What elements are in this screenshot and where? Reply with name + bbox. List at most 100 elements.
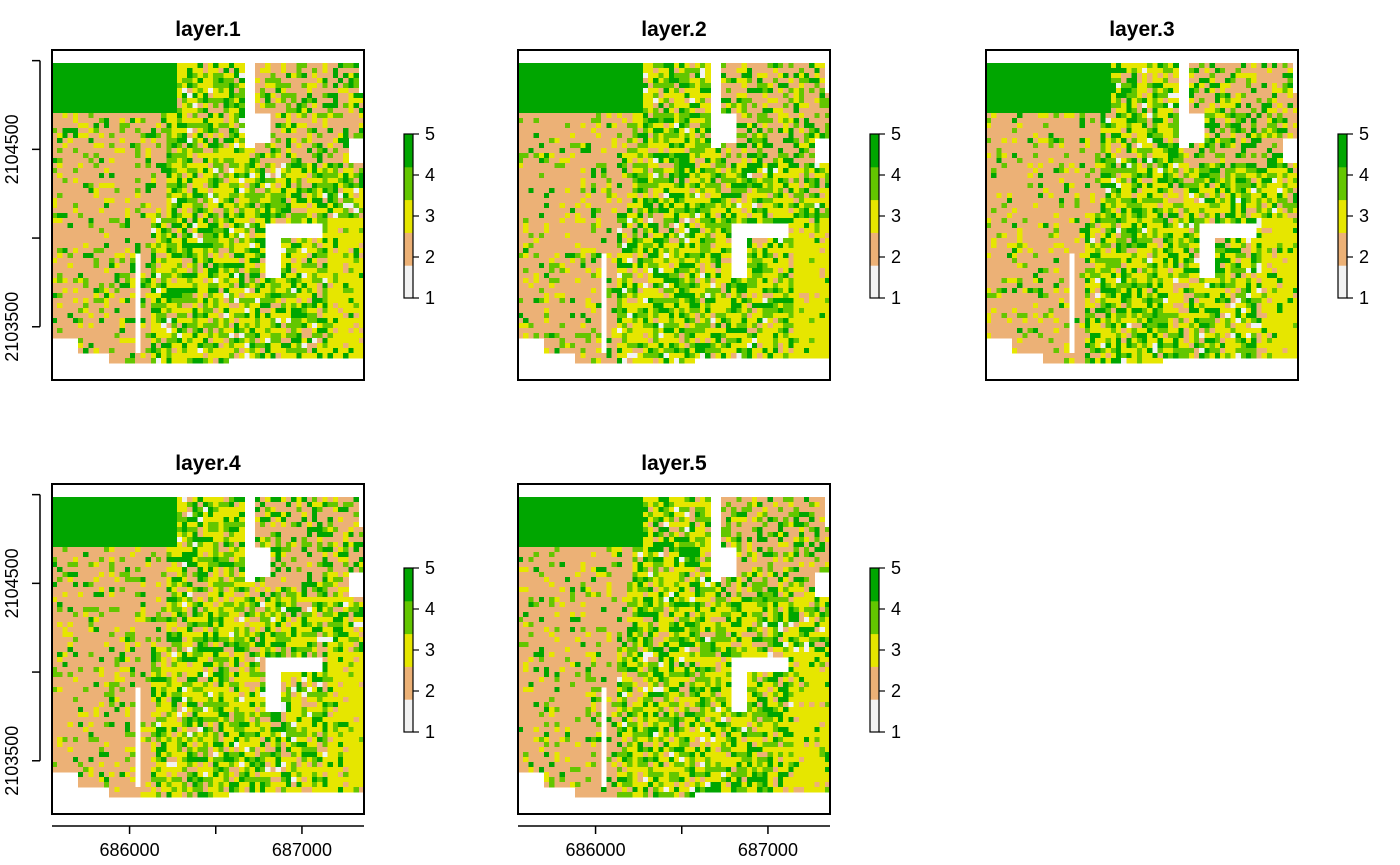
raster-cell	[171, 293, 178, 299]
raster-cell	[663, 178, 670, 184]
raster-cell	[161, 143, 167, 149]
raster-cell	[622, 103, 628, 109]
raster-cell	[596, 83, 602, 89]
raster-cell	[312, 158, 318, 164]
raster-cell	[275, 178, 282, 184]
raster-cell	[150, 93, 157, 99]
raster-cell	[317, 153, 323, 159]
raster-cell	[757, 153, 763, 159]
raster-cell	[197, 213, 204, 219]
raster-cell	[57, 148, 63, 154]
raster-cell	[67, 243, 74, 249]
raster-cell	[627, 93, 633, 99]
raster-cell	[260, 183, 266, 189]
raster-cell	[187, 273, 193, 279]
raster-cell	[280, 163, 287, 169]
raster-cell	[752, 128, 758, 134]
raster-cell	[161, 223, 167, 229]
raster-cell	[814, 163, 820, 169]
raster-cell	[265, 198, 271, 204]
raster-cell	[632, 88, 638, 94]
raster-cell	[343, 233, 349, 239]
raster-cell	[156, 358, 162, 364]
raster-cell	[788, 183, 794, 189]
raster-cell	[658, 68, 664, 74]
raster-cell	[306, 203, 313, 209]
raster-cell	[653, 83, 659, 89]
raster-cell	[135, 143, 141, 149]
raster-cell	[720, 163, 727, 169]
raster-cell	[291, 258, 297, 264]
raster-cell	[338, 123, 344, 129]
raster-cell	[741, 88, 748, 94]
raster-cell	[590, 98, 597, 104]
raster-cell	[809, 193, 815, 199]
raster-cell	[270, 128, 276, 134]
raster-cell	[544, 108, 550, 114]
raster-cell	[218, 273, 224, 279]
raster-cell	[124, 68, 131, 74]
raster-cell	[575, 123, 581, 129]
raster-cell	[814, 98, 820, 104]
raster-cell	[741, 128, 748, 134]
raster-cell	[52, 193, 58, 199]
raster-cell	[239, 278, 245, 284]
raster-cell	[244, 343, 250, 349]
raster-cell	[244, 173, 250, 179]
raster-cell	[114, 133, 120, 139]
raster-cell	[317, 148, 323, 154]
raster-cell	[523, 163, 529, 169]
raster-cell	[150, 198, 157, 204]
raster-cell	[353, 118, 360, 124]
raster-cell	[52, 213, 58, 219]
raster-cell	[145, 318, 152, 324]
raster-cell	[286, 138, 292, 144]
raster-cell	[161, 328, 167, 334]
raster-cell	[762, 108, 768, 114]
raster-cell	[772, 78, 779, 84]
raster-cell	[809, 63, 815, 69]
raster-cell	[585, 103, 592, 109]
raster-cell	[642, 183, 649, 189]
raster-cell	[705, 143, 711, 149]
raster-cell	[166, 303, 172, 309]
raster-cell	[213, 213, 219, 219]
raster-cell	[104, 288, 110, 294]
raster-cell	[286, 348, 292, 354]
raster-cell	[83, 298, 89, 304]
raster-cell	[736, 113, 742, 119]
raster-cell	[767, 113, 774, 119]
raster-cell	[291, 153, 297, 159]
raster-cell	[700, 93, 706, 99]
raster-cell	[306, 138, 313, 144]
raster-cell	[746, 118, 753, 124]
raster-cell	[187, 208, 193, 214]
raster-cell	[62, 218, 68, 224]
raster-cell	[171, 218, 178, 224]
raster-cell	[208, 68, 214, 74]
raster-cell	[606, 143, 612, 149]
raster-cell	[332, 318, 339, 324]
raster-cell	[88, 118, 94, 124]
raster-cell	[78, 208, 84, 214]
raster-cell	[627, 183, 633, 189]
raster-cell	[145, 223, 152, 229]
raster-cell	[596, 188, 602, 194]
raster-cell	[788, 163, 794, 169]
raster-cell	[772, 103, 779, 109]
raster-cell	[627, 123, 633, 129]
raster-cell	[202, 238, 209, 244]
raster-cell	[228, 258, 235, 264]
raster-cell	[192, 113, 198, 119]
raster-cell	[234, 243, 240, 249]
raster-cell	[575, 108, 581, 114]
raster-cell	[260, 103, 266, 109]
raster-cell	[119, 333, 126, 339]
raster-cell	[57, 93, 63, 99]
raster-cell	[249, 153, 256, 159]
raster-cell	[119, 188, 126, 194]
raster-cell	[301, 283, 308, 289]
raster-cell	[798, 148, 805, 154]
raster-cell	[338, 308, 344, 314]
raster-cell	[301, 338, 308, 344]
